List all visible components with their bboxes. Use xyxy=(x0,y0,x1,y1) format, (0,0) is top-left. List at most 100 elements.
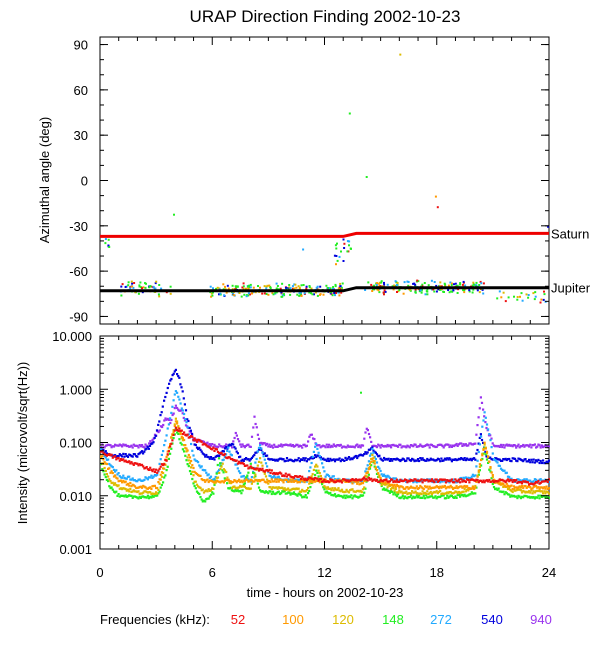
y-tick-label: -60 xyxy=(69,264,88,279)
series-point xyxy=(277,475,280,478)
series-point xyxy=(276,478,279,481)
azimuth-point xyxy=(527,296,530,299)
series-point xyxy=(525,486,528,489)
azimuth-point xyxy=(138,284,141,287)
series-point xyxy=(369,436,372,439)
series-point xyxy=(206,455,209,458)
series-point xyxy=(402,445,405,448)
series-point xyxy=(506,444,510,447)
series-point xyxy=(475,465,478,468)
series-point xyxy=(139,445,142,448)
azimuth-points xyxy=(104,53,550,304)
series-point xyxy=(132,479,135,482)
series-point xyxy=(384,458,387,461)
series-point xyxy=(274,476,277,479)
azimuth-point xyxy=(275,287,278,290)
series-point xyxy=(236,467,239,470)
series-point xyxy=(329,478,332,481)
azimuth-point xyxy=(276,285,279,287)
series-point xyxy=(513,486,517,489)
series-point xyxy=(185,447,188,450)
series-point xyxy=(404,459,407,463)
azimuth-point xyxy=(443,291,445,293)
series-point xyxy=(226,449,229,452)
series-point xyxy=(347,445,351,448)
series-point xyxy=(241,461,244,465)
series-point xyxy=(345,479,348,482)
azimuth-point xyxy=(498,290,501,293)
series-point xyxy=(148,444,152,447)
series-point xyxy=(102,470,105,473)
series-point xyxy=(232,485,235,488)
series-point xyxy=(270,469,273,472)
series-point xyxy=(318,444,321,447)
series-point xyxy=(390,458,393,461)
series-point xyxy=(228,450,231,453)
series-point xyxy=(354,444,358,447)
series-point xyxy=(208,443,211,446)
series-point xyxy=(517,457,520,460)
series-point xyxy=(126,475,130,478)
series-point xyxy=(439,485,442,488)
series-point xyxy=(201,468,204,471)
series-point xyxy=(170,418,173,422)
series-point xyxy=(253,476,256,479)
azimuth-outlier xyxy=(436,206,439,209)
series-point xyxy=(483,415,486,418)
series-point xyxy=(163,399,166,402)
series-point xyxy=(291,444,294,447)
series-point xyxy=(208,476,211,479)
series-point xyxy=(142,452,145,455)
series-point xyxy=(342,445,345,448)
series-point xyxy=(173,370,176,373)
series-point xyxy=(485,458,489,461)
series-point xyxy=(174,426,177,429)
series-point xyxy=(383,473,386,476)
series-point xyxy=(537,481,540,484)
azimuth-point xyxy=(215,287,218,290)
series-point xyxy=(437,495,441,498)
series-point xyxy=(229,444,232,447)
series-point xyxy=(233,485,236,488)
series-point xyxy=(483,446,486,449)
series-point xyxy=(184,409,188,412)
series-point xyxy=(302,457,305,460)
series-point xyxy=(194,459,197,462)
series-point xyxy=(280,443,283,446)
azimuth-point xyxy=(313,293,315,296)
series-point xyxy=(160,475,163,478)
azimuth-point xyxy=(378,281,381,284)
azimuth-outlier xyxy=(434,195,437,198)
series-point xyxy=(324,486,327,489)
series-point xyxy=(222,458,225,461)
series-point xyxy=(246,474,249,477)
series-point xyxy=(191,464,194,467)
series-point xyxy=(317,454,320,457)
series-point xyxy=(490,471,493,474)
series-point xyxy=(371,479,374,483)
series-point xyxy=(480,458,483,462)
azimuth-point xyxy=(339,288,342,291)
series-point xyxy=(143,446,146,449)
azimuth-point xyxy=(409,289,412,292)
series-point xyxy=(361,482,365,485)
series-point xyxy=(544,461,547,465)
series-point xyxy=(144,486,147,489)
series-point xyxy=(392,485,395,488)
series-point xyxy=(108,467,111,470)
series-point xyxy=(205,489,208,492)
series-point xyxy=(544,492,547,495)
series-point xyxy=(323,485,326,488)
series-point xyxy=(512,485,515,488)
series-point xyxy=(112,445,116,448)
azimuth-point xyxy=(263,285,266,288)
series-point xyxy=(107,480,110,483)
series-point xyxy=(174,390,177,393)
series-point xyxy=(282,478,285,481)
series-point xyxy=(392,443,395,446)
series-point xyxy=(464,476,467,479)
series-point xyxy=(125,483,128,486)
series-point xyxy=(342,490,345,493)
series-point xyxy=(222,468,225,471)
series-point xyxy=(236,486,239,489)
